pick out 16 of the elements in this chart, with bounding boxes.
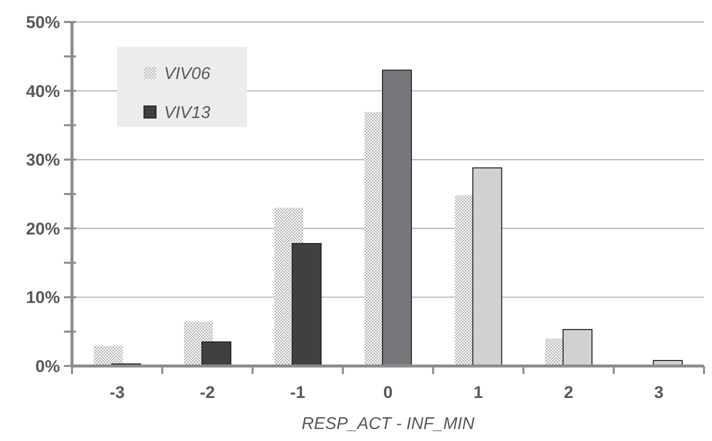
x-tick-label: 2 [564, 383, 574, 402]
legend-label: VIV06 [164, 64, 211, 83]
x-tick-label: 0 [383, 383, 393, 402]
x-tick-label: -1 [290, 383, 306, 402]
x-tick-label: -2 [200, 383, 215, 402]
y-tick-label: 30% [26, 150, 60, 170]
x-axis-title: RESP_ACT - INF_MIN [302, 414, 476, 433]
y-tick-label: 40% [26, 82, 60, 101]
y-tick-label: 20% [26, 219, 60, 238]
x-tick-label: 1 [474, 383, 484, 402]
x-tick-label: -3 [110, 383, 125, 402]
y-tick-label: 50% [26, 12, 60, 32]
y-tick-label: 0% [35, 356, 60, 376]
legend-label: VIV13 [164, 102, 211, 122]
y-tick-label: 10% [26, 288, 60, 308]
x-tick-label: 3 [654, 383, 664, 402]
